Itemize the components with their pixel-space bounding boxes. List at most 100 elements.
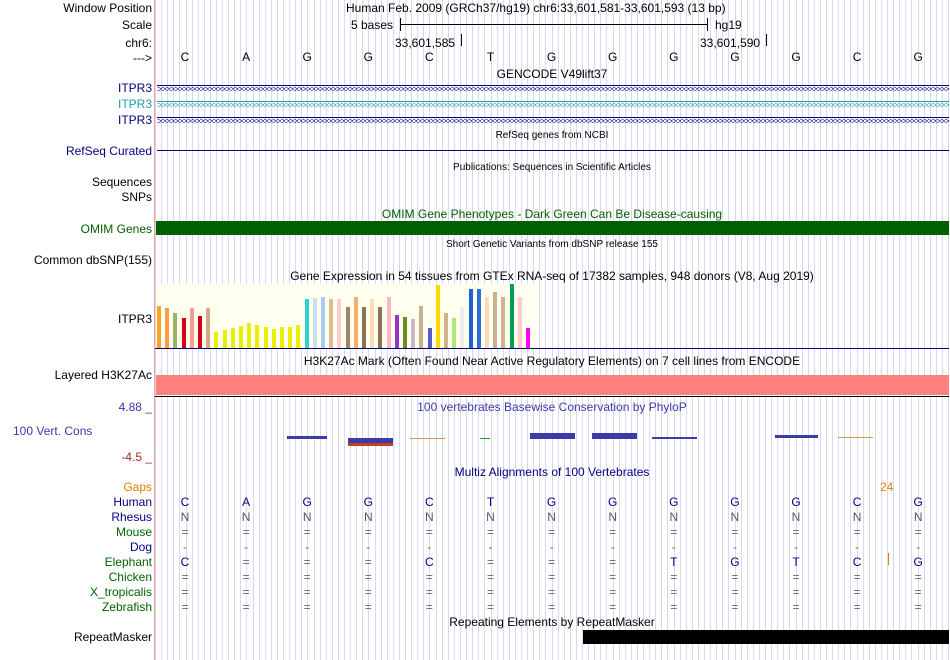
- track-boundary-line: [154, 0, 155, 660]
- gtex-tissue-bar[interactable]: [337, 299, 342, 348]
- omim-track-title[interactable]: OMIM Gene Phenotypes - Dark Green Can Be…: [381, 207, 723, 221]
- phylop-track-title[interactable]: 100 vertebrates Basewise Conservation by…: [417, 400, 687, 414]
- alignment-base: G: [302, 495, 312, 509]
- species-label-zebrafish[interactable]: Zebrafish: [101, 600, 152, 614]
- gtex-tissue-bar[interactable]: [394, 315, 399, 348]
- alignment-base: =: [670, 525, 678, 539]
- gtex-tissue-bar[interactable]: [206, 308, 211, 348]
- gtex-tissue-bar[interactable]: [198, 316, 202, 348]
- gtex-tissue-bar[interactable]: [452, 318, 457, 348]
- multiz-track-title[interactable]: Multiz Alignments of 100 Vertebrates: [454, 465, 650, 479]
- gtex-tissue-bar[interactable]: [189, 308, 194, 348]
- gtex-tissue-bar[interactable]: [263, 327, 268, 348]
- gtex-tissue-bar[interactable]: [165, 308, 170, 348]
- alignment-base: =: [242, 570, 250, 584]
- gtex-tissue-bar[interactable]: [288, 327, 293, 348]
- alignment-base: C: [425, 495, 434, 509]
- alignment-base: =: [181, 570, 189, 584]
- gtex-tissue-bar[interactable]: [312, 298, 317, 348]
- gtex-tissue-bar[interactable]: [476, 289, 481, 348]
- gtex-tissue-bar[interactable]: [378, 307, 383, 348]
- phylop-label[interactable]: 100 Vert. Cons: [13, 424, 93, 438]
- gtex-tissue-bar[interactable]: [386, 297, 391, 348]
- snps-label[interactable]: SNPs: [121, 190, 152, 204]
- gencode-transcript-3[interactable]: >>>>>>>>>>>>>>>>>>>>>>>>>>>>>>>>>>>>>>>>…: [157, 117, 949, 124]
- alignment-base: =: [609, 525, 617, 539]
- gtex-tissue-bar[interactable]: [353, 297, 358, 348]
- sequences-label[interactable]: Sequences: [91, 175, 152, 189]
- gtex-tissue-bar[interactable]: [444, 313, 448, 348]
- gencode-track-title[interactable]: GENCODE V49lift37: [496, 67, 608, 81]
- gtex-tissue-bar[interactable]: [526, 328, 530, 348]
- gencode-row-label-3[interactable]: ITPR3: [117, 113, 152, 127]
- alignment-base: =: [242, 525, 250, 539]
- phylop-max-value: 4.88 _: [118, 400, 152, 414]
- omim-label[interactable]: OMIM Genes: [80, 222, 152, 236]
- alignment-base: N: [730, 510, 740, 524]
- gtex-tissue-bar[interactable]: [501, 297, 506, 348]
- gtex-tissue-bar[interactable]: [247, 323, 252, 348]
- gtex-tissue-bar[interactable]: [304, 299, 309, 348]
- dbsnp-track-title[interactable]: Short Genetic Variants from dbSNP releas…: [446, 239, 658, 250]
- gtex-tissue-bar[interactable]: [460, 307, 465, 348]
- gencode-row-label-1[interactable]: ITPR3: [117, 81, 152, 95]
- gaps-label[interactable]: Gaps: [123, 480, 152, 494]
- gtex-tissue-bar[interactable]: [157, 306, 161, 348]
- refseq-gene-line[interactable]: [157, 150, 949, 151]
- gencode-row-label-2[interactable]: ITPR3: [117, 97, 152, 111]
- repeatmasker-label[interactable]: RepeatMasker: [73, 630, 152, 644]
- gtex-tissue-bar[interactable]: [296, 325, 301, 348]
- alignment-base: =: [181, 525, 189, 539]
- gtex-tissue-bar[interactable]: [230, 328, 235, 348]
- h3k27ac-label[interactable]: Layered H3K27Ac: [54, 368, 152, 382]
- h3k27ac-signal-block[interactable]: [156, 375, 949, 395]
- gtex-tissue-bar[interactable]: [517, 297, 522, 348]
- gtex-tissue-bar[interactable]: [222, 330, 227, 348]
- gtex-tissue-bar[interactable]: [181, 318, 186, 348]
- species-label-dog[interactable]: Dog: [129, 540, 152, 554]
- gencode-transcript-1[interactable]: >>>>>>>>>>>>>>>>>>>>>>>>>>>>>>>>>>>>>>>>…: [157, 85, 949, 92]
- gtex-tissue-bar[interactable]: [485, 297, 489, 348]
- alignment-base: -: [183, 540, 187, 554]
- gtex-tissue-bar[interactable]: [411, 319, 416, 348]
- gtex-tissue-bar[interactable]: [370, 299, 375, 348]
- gtex-tissue-bar[interactable]: [493, 292, 498, 348]
- gtex-tissue-bar[interactable]: [403, 317, 407, 348]
- refseq-track-title[interactable]: RefSeq genes from NCBI: [495, 130, 609, 141]
- gtex-tissue-bar[interactable]: [362, 307, 366, 348]
- scale-label: Scale: [121, 18, 152, 32]
- gtex-tissue-bar[interactable]: [435, 285, 440, 348]
- species-label-elephant[interactable]: Elephant: [104, 555, 152, 569]
- gtex-tissue-bar[interactable]: [329, 299, 334, 348]
- species-label-mouse[interactable]: Mouse: [115, 525, 152, 539]
- gtex-tissue-bar[interactable]: [468, 289, 473, 348]
- species-label-human[interactable]: Human: [113, 495, 152, 509]
- gtex-tissue-bar[interactable]: [321, 297, 325, 348]
- species-label-x_tropicalis[interactable]: X_tropicalis: [89, 585, 152, 599]
- gtex-tissue-bar[interactable]: [280, 327, 284, 348]
- gtex-tissue-bar[interactable]: [427, 328, 432, 348]
- dbsnp-label[interactable]: Common dbSNP(155): [33, 253, 152, 267]
- repeatmasker-track-title[interactable]: Repeating Elements by RepeatMasker: [449, 615, 655, 629]
- gtex-tissue-bar[interactable]: [255, 325, 260, 348]
- repeatmasker-element[interactable]: [583, 630, 949, 644]
- phylop-logo-plot[interactable]: [155, 426, 950, 450]
- gtex-tissue-bar[interactable]: [214, 332, 219, 348]
- gtex-tissue-bar[interactable]: [509, 284, 514, 348]
- h3k27ac-track-title[interactable]: H3K27Ac Mark (Often Found Near Active Re…: [303, 354, 801, 368]
- gtex-tissue-bar[interactable]: [271, 329, 276, 348]
- coordinate-tick-1: [461, 34, 462, 46]
- gtex-tissue-bar[interactable]: [345, 307, 350, 348]
- gtex-tissue-bar[interactable]: [419, 306, 424, 348]
- publications-track-title[interactable]: Publications: Sequences in Scientific Ar…: [453, 162, 651, 173]
- gtex-tissue-bar[interactable]: [173, 313, 178, 348]
- species-label-rhesus[interactable]: Rhesus: [111, 510, 152, 524]
- gtex-gene-label[interactable]: ITPR3: [117, 312, 152, 326]
- gtex-track-title[interactable]: Gene Expression in 54 tissues from GTEx …: [290, 269, 814, 283]
- refseq-label[interactable]: RefSeq Curated: [65, 144, 152, 158]
- gtex-tissue-bar[interactable]: [239, 326, 243, 348]
- species-label-chicken[interactable]: Chicken: [108, 570, 152, 584]
- gtex-expression-chart[interactable]: [156, 284, 536, 348]
- gencode-transcript-2[interactable]: >>>>>>>>>>>>>>>>>>>>>>>>>>>>>>>>>>>>>>>>…: [157, 101, 949, 108]
- omim-gene-bar[interactable]: [156, 221, 949, 235]
